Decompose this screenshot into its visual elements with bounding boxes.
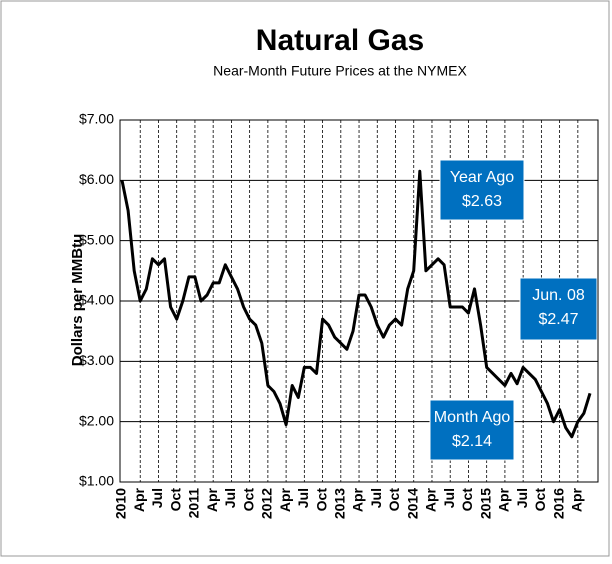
x-tick-label: Oct	[459, 488, 475, 512]
annotation-text: $2.14	[452, 433, 492, 450]
annotation-text: Year Ago	[450, 169, 514, 186]
x-tick-label: Jul	[222, 488, 238, 508]
x-tick-label: Jul	[295, 488, 311, 508]
x-tick-label: 2011	[186, 488, 202, 519]
x-tick-label: Oct	[386, 488, 402, 512]
y-tick-label: $4.00	[79, 292, 114, 308]
annotation-box	[519, 277, 598, 341]
x-tick-label: Oct	[532, 488, 548, 512]
x-tick-label: 2015	[477, 488, 493, 519]
y-tick-label: $5.00	[79, 231, 114, 247]
annotation-text: Month Ago	[434, 409, 511, 426]
chart-subtitle: Near-Month Future Prices at the NYMEX	[213, 63, 467, 79]
x-tick-label: Apr	[423, 487, 439, 512]
x-tick-label: Apr	[204, 487, 220, 512]
x-tick-label: 2016	[550, 488, 566, 519]
chart-title: Natural Gas	[256, 24, 424, 57]
x-tick-label: Oct	[167, 488, 183, 512]
x-tick-label: 2010	[113, 488, 129, 519]
annotation-text: $2.63	[462, 193, 502, 210]
y-tick-label: $3.00	[79, 352, 114, 368]
x-tick-label: Jul	[149, 488, 165, 508]
annotation-box	[429, 399, 515, 461]
x-tick-label: Jul	[368, 488, 384, 508]
x-tick-label: Oct	[313, 488, 329, 512]
x-tick-label: 2013	[332, 488, 348, 519]
y-tick-label: $1.00	[79, 473, 114, 489]
x-tick-label: 2012	[259, 488, 275, 519]
x-tick-label: Oct	[240, 488, 256, 512]
annotation-text: Jun. 08	[532, 287, 585, 304]
price-line	[120, 169, 592, 439]
y-axis-label: Dollars per MMBtu	[69, 234, 86, 367]
x-tick-label: 2014	[404, 488, 420, 519]
y-tick-label: $7.00	[79, 111, 114, 127]
y-tick-label: $2.00	[79, 412, 114, 428]
x-tick-label: Apr	[569, 487, 585, 512]
x-tick-label: Apr	[277, 487, 293, 512]
y-tick-label: $6.00	[79, 171, 114, 187]
annotation-text: $2.47	[538, 311, 578, 328]
x-tick-label: Jul	[514, 488, 530, 508]
annotation-box	[439, 159, 525, 221]
x-tick-label: Apr	[350, 487, 366, 512]
x-tick-label: Apr	[496, 487, 512, 512]
x-tick-label: Jul	[441, 488, 457, 508]
x-tick-label: Apr	[131, 487, 147, 512]
plot-border	[119, 119, 599, 483]
